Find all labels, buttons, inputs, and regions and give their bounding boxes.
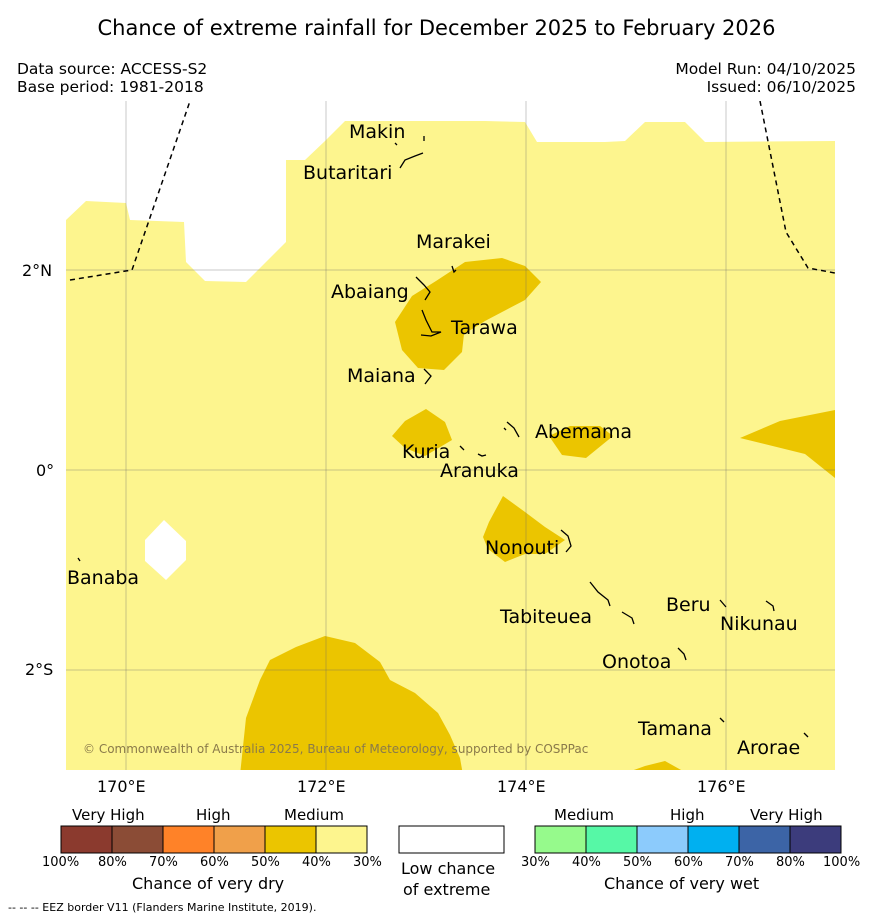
legend-wet-swatch [790,826,841,853]
legend-wet-bar [534,825,842,854]
legend-wet-header: Very High [750,806,823,824]
issued-date: Issued: 06/10/2025 [706,78,856,96]
legend-wet-header: High [670,806,705,824]
legend-wet-swatch [739,826,790,853]
legend-dry-header: Very High [72,806,145,824]
legend-dry-tick: 30% [353,855,382,870]
legend-wet-tick: 80% [776,855,805,870]
legend-dry-tick: 50% [251,855,280,870]
graticule [66,101,835,770]
legend-wet-header: Medium [554,806,614,824]
place-label: Onotoa [602,651,672,673]
legend-dry-tick: 80% [98,855,127,870]
legend-wet-tick: 30% [521,855,550,870]
legend-dry-swatch [61,826,112,853]
legend-dry-swatch [214,826,265,853]
legend-dry-swatch [112,826,163,853]
model-run: Model Run: 04/10/2025 [675,60,856,78]
lat-label: 2°N [22,261,53,280]
legend-low-caption: Low chance [401,859,496,878]
legend-dry-header: Medium [284,806,344,824]
legend-dry-swatch [163,826,214,853]
medium-dry-region [66,121,835,770]
eez-border-note: -- -- -- EEZ border V11 (Flanders Marine… [8,901,317,914]
place-label: Tamana [638,718,712,740]
place-label: Nonouti [485,537,560,559]
place-label: Nikunau [720,613,798,635]
lat-label: 0° [36,461,55,480]
legend-wet-tick: 100% [823,855,861,870]
legend-wet-swatch [535,826,586,853]
place-label: Marakei [416,231,491,253]
copyright-notice: © Commonwealth of Australia 2025, Bureau… [83,742,589,756]
data-source: Data source: ACCESS-S2 [17,60,208,78]
eez-border [69,101,835,281]
place-label: Abemama [535,421,633,443]
legend-dry-swatch [316,826,367,853]
legend-wet-tick: 70% [725,855,754,870]
lon-label: 170°E [97,777,146,796]
place-label: Tabiteuea [500,606,592,628]
legend-dry-tick: 70% [149,855,178,870]
lon-label: 174°E [497,777,546,796]
lat-label: 2°S [25,660,54,679]
island-outlines [77,136,809,738]
legend-dry-tick: 60% [200,855,229,870]
legend-dry-caption: Chance of very dry [132,874,285,893]
place-label: Beru [666,594,711,616]
legend-dry-tick: 40% [302,855,331,870]
place-label: Butaritari [303,162,393,184]
lon-label: 172°E [297,777,346,796]
lon-label: 176°E [697,777,746,796]
legend-wet-tick: 50% [623,855,652,870]
place-label: Abaiang [331,281,409,303]
place-label: Maiana [347,365,416,387]
legend-wet-swatch [586,826,637,853]
base-period: Base period: 1981-2018 [17,78,204,96]
legend-wet-swatch [637,826,688,853]
place-label: Makin [349,121,406,143]
legend-low-swatch [398,825,505,854]
legend-dry-header: High [196,806,231,824]
place-label: Banaba [67,567,140,589]
legend-low-caption: of extreme [403,880,491,899]
place-label: Kuria [402,441,451,463]
place-label: Arorae [737,737,801,759]
high-dry-regions [240,258,835,770]
legend-dry-tick: 100% [42,855,80,870]
legend-dry-bar [60,825,368,854]
map-title: Chance of extreme rainfall for December … [97,16,776,40]
legend-wet-caption: Chance of very wet [604,874,760,893]
legend-wet-tick: 60% [674,855,703,870]
white-hole [145,520,186,580]
place-label: Aranuka [440,460,519,482]
legend-wet-swatch [688,826,739,853]
legend-dry-swatch [265,826,316,853]
legend-wet-tick: 40% [572,855,601,870]
place-label: Tarawa [451,317,518,339]
